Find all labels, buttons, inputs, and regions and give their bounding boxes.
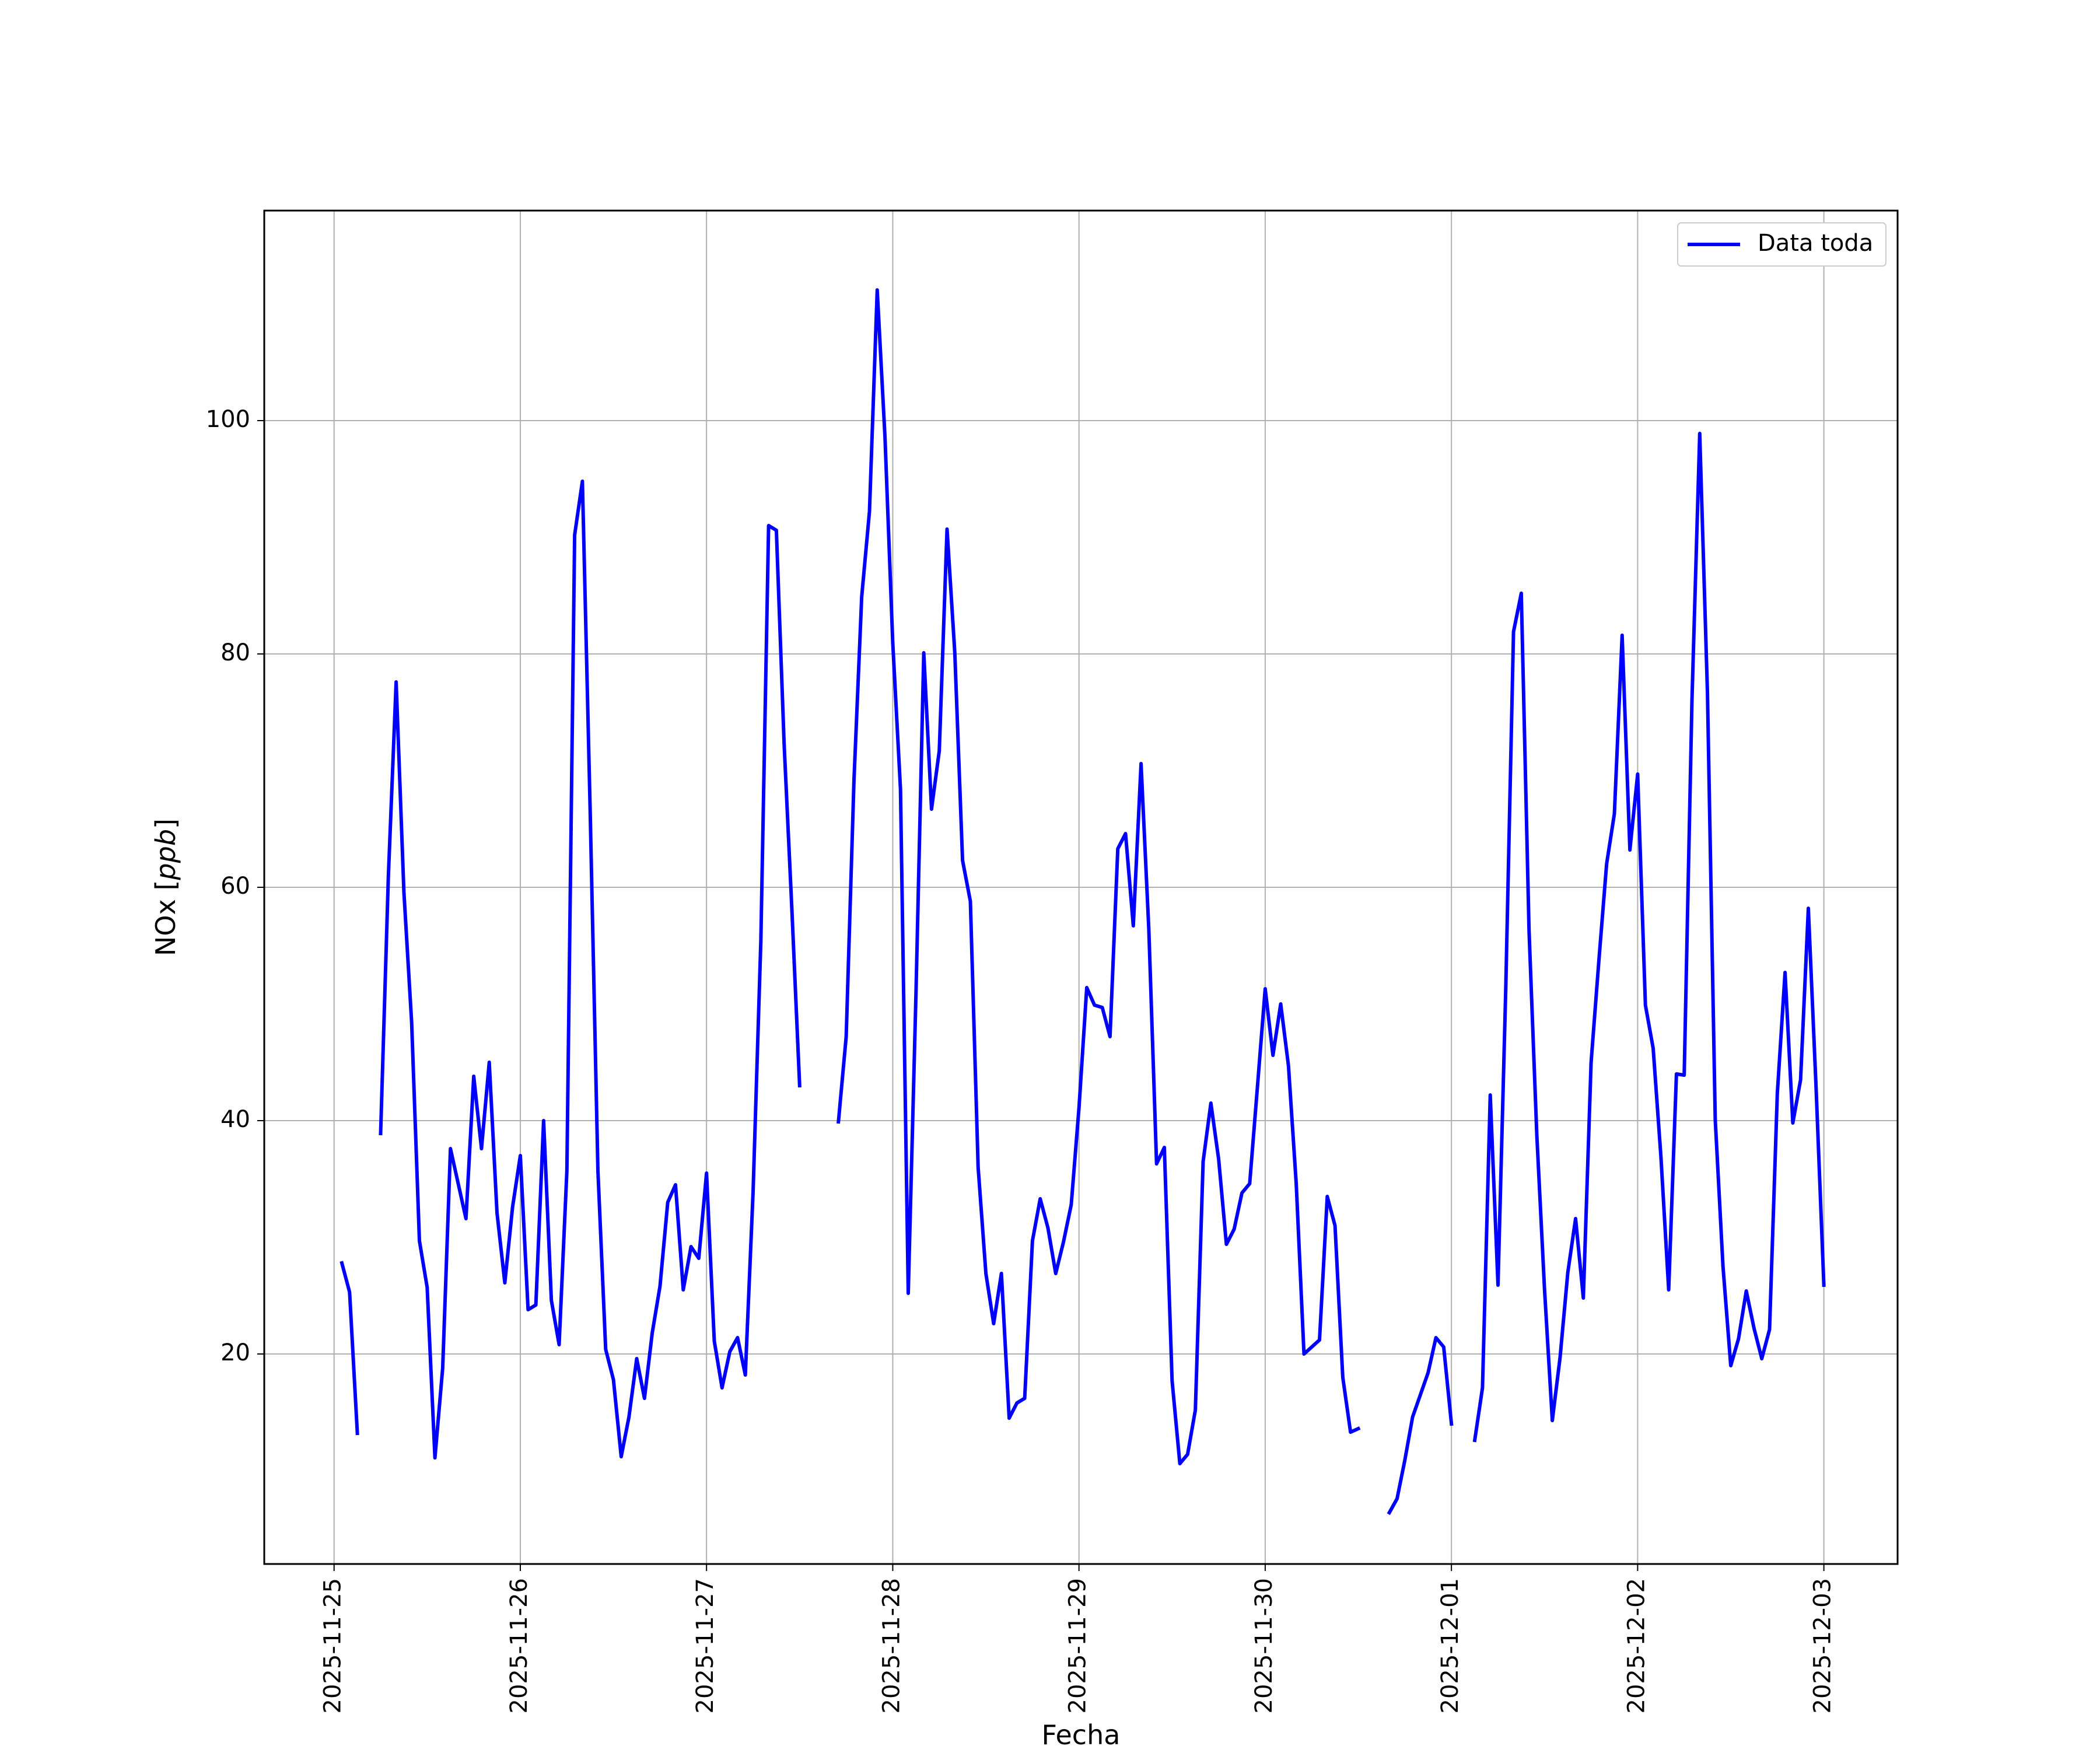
legend-box <box>1677 222 1887 267</box>
x-tick-label: 2025-11-25 <box>320 1578 346 1713</box>
y-axis-ticks: 20 40 60 80 100 <box>206 406 264 1366</box>
x-axis-ticks: 2025-11-25 2025-11-26 2025-11-27 2025-11-28… <box>320 1564 1836 1713</box>
legend: Data toda <box>1677 222 1887 267</box>
y-tick-label: 20 <box>220 1339 250 1366</box>
x-tick-label: 2025-11-28 <box>878 1578 905 1713</box>
series-line-segment <box>340 1261 359 1436</box>
series-line-segment <box>1387 1336 1454 1516</box>
x-tick-label: 2025-12-01 <box>1437 1578 1464 1713</box>
x-tick-label: 2025-12-03 <box>1810 1578 1836 1713</box>
x-tick-label: 2025-11-26 <box>506 1578 533 1713</box>
legend-entry-label: Data toda <box>1758 230 1873 257</box>
y-axis-label-main: NOx <box>150 891 181 956</box>
y-tick-label: 40 <box>220 1106 250 1133</box>
y-tick-label: 80 <box>220 639 250 666</box>
x-axis-label: Fecha <box>1042 1719 1121 1750</box>
x-tick-label: 2025-12-02 <box>1623 1578 1650 1713</box>
y-axis-label-unit: ppb <box>150 829 181 881</box>
x-tick-label: 2025-11-29 <box>1065 1578 1091 1713</box>
y-axis-label: NOx [ppb] <box>150 818 181 956</box>
grid-lines <box>264 211 1898 1564</box>
y-tick-label: 60 <box>220 873 250 900</box>
y-axis-label-bracket-close: ] <box>150 818 181 829</box>
series-line-segment <box>1472 432 1826 1443</box>
y-tick-label: 100 <box>206 406 250 433</box>
x-tick-label: 2025-11-30 <box>1251 1578 1278 1713</box>
series-lines <box>340 288 1826 1516</box>
x-tick-label: 2025-11-27 <box>692 1578 719 1713</box>
series-line-segment <box>379 480 802 1460</box>
series-line-segment <box>836 288 1361 1465</box>
y-axis-label-bracket-open: [ <box>150 880 181 891</box>
